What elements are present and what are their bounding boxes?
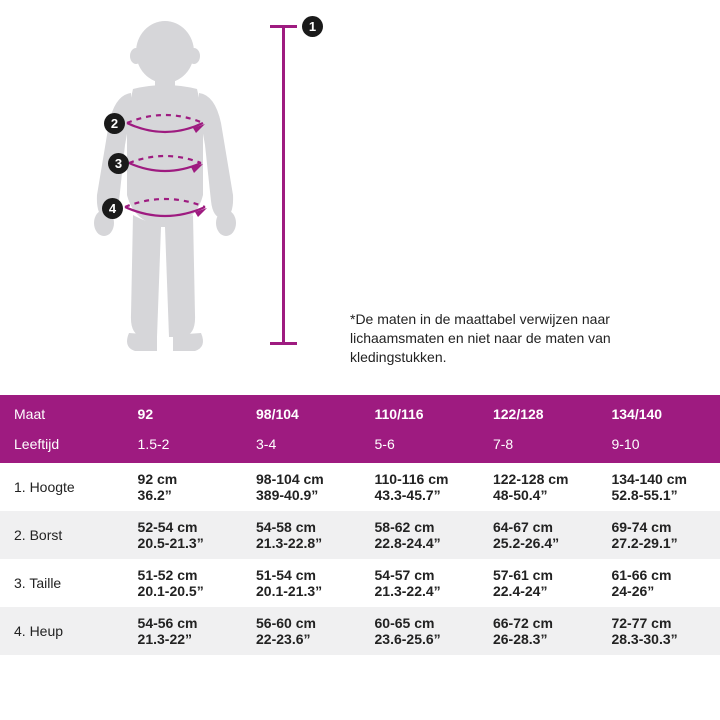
cell-cm: 51-54 cm <box>256 567 354 583</box>
cell-cm: 54-56 cm <box>138 615 236 631</box>
header-row-leeftijd: Leeftijd 1.5-2 3-4 5-6 7-8 9-10 <box>0 431 720 463</box>
row-label: 3. Taille <box>0 559 128 607</box>
cell-in: 36.2” <box>138 487 236 503</box>
leeftijd-1: 3-4 <box>246 431 364 463</box>
cell-in: 48-50.4” <box>493 487 591 503</box>
cell-in: 24-26” <box>611 583 710 599</box>
header-row-maat: Maat 92 98/104 110/116 122/128 134/140 <box>0 395 720 431</box>
row-label: 4. Heup <box>0 607 128 655</box>
cell-in: 389-40.9” <box>256 487 354 503</box>
maat-2: 110/116 <box>365 395 483 431</box>
badge-2-chest: 2 <box>104 113 125 134</box>
cell-in: 22-23.6” <box>256 631 354 647</box>
cell-cm: 57-61 cm <box>493 567 591 583</box>
leeftijd-4: 9-10 <box>601 431 720 463</box>
row-label: 2. Borst <box>0 511 128 559</box>
cell-in: 20.1-20.5” <box>138 583 236 599</box>
cell-in: 21.3-22” <box>138 631 236 647</box>
leeftijd-label: Leeftijd <box>0 431 128 463</box>
badge-3-waist: 3 <box>108 153 129 174</box>
maat-3: 122/128 <box>483 395 601 431</box>
footnote: *De maten in de maattabel verwijzen naar… <box>350 310 670 367</box>
row-hoogte: 1. Hoogte 92 cm36.2” 98-104 cm389-40.9” … <box>0 463 720 511</box>
cell-cm: 134-140 cm <box>611 471 710 487</box>
cell-in: 26-28.3” <box>493 631 591 647</box>
leeftijd-3: 7-8 <box>483 431 601 463</box>
cell-in: 23.6-25.6” <box>375 631 473 647</box>
cell-cm: 54-58 cm <box>256 519 354 535</box>
leeftijd-0: 1.5-2 <box>128 431 246 463</box>
cell-in: 20.5-21.3” <box>138 535 236 551</box>
maat-1: 98/104 <box>246 395 364 431</box>
row-taille: 3. Taille 51-52 cm20.1-20.5” 51-54 cm20.… <box>0 559 720 607</box>
cell-in: 43.3-45.7” <box>375 487 473 503</box>
cell-cm: 52-54 cm <box>138 519 236 535</box>
diagram-area: 1 2 3 4 *De maten in de maattabel verwij… <box>0 0 720 395</box>
cell-cm: 64-67 cm <box>493 519 591 535</box>
child-silhouette <box>75 15 255 360</box>
cell-in: 27.2-29.1” <box>611 535 710 551</box>
cell-cm: 56-60 cm <box>256 615 354 631</box>
badge-1-height: 1 <box>302 16 323 37</box>
cell-in: 22.8-24.4” <box>375 535 473 551</box>
cell-cm: 98-104 cm <box>256 471 354 487</box>
maat-label: Maat <box>0 395 128 431</box>
cell-cm: 58-62 cm <box>375 519 473 535</box>
maat-0: 92 <box>128 395 246 431</box>
badge-4-hip: 4 <box>102 198 123 219</box>
cell-cm: 72-77 cm <box>611 615 710 631</box>
cell-cm: 110-116 cm <box>375 471 473 487</box>
cell-cm: 69-74 cm <box>611 519 710 535</box>
height-indicator <box>282 25 285 345</box>
row-borst: 2. Borst 52-54 cm20.5-21.3” 54-58 cm21.3… <box>0 511 720 559</box>
row-heup: 4. Heup 54-56 cm21.3-22” 56-60 cm22-23.6… <box>0 607 720 655</box>
cell-cm: 66-72 cm <box>493 615 591 631</box>
cell-in: 21.3-22.4” <box>375 583 473 599</box>
cell-cm: 122-128 cm <box>493 471 591 487</box>
cell-cm: 61-66 cm <box>611 567 710 583</box>
cell-in: 28.3-30.3” <box>611 631 710 647</box>
cell-cm: 92 cm <box>138 471 236 487</box>
leeftijd-2: 5-6 <box>365 431 483 463</box>
cell-in: 22.4-24” <box>493 583 591 599</box>
cell-cm: 60-65 cm <box>375 615 473 631</box>
cell-cm: 54-57 cm <box>375 567 473 583</box>
row-label: 1. Hoogte <box>0 463 128 511</box>
cell-in: 20.1-21.3” <box>256 583 354 599</box>
cell-in: 25.2-26.4” <box>493 535 591 551</box>
cell-in: 52.8-55.1” <box>611 487 710 503</box>
maat-4: 134/140 <box>601 395 720 431</box>
size-table: Maat 92 98/104 110/116 122/128 134/140 L… <box>0 395 720 655</box>
cell-in: 21.3-22.8” <box>256 535 354 551</box>
cell-cm: 51-52 cm <box>138 567 236 583</box>
